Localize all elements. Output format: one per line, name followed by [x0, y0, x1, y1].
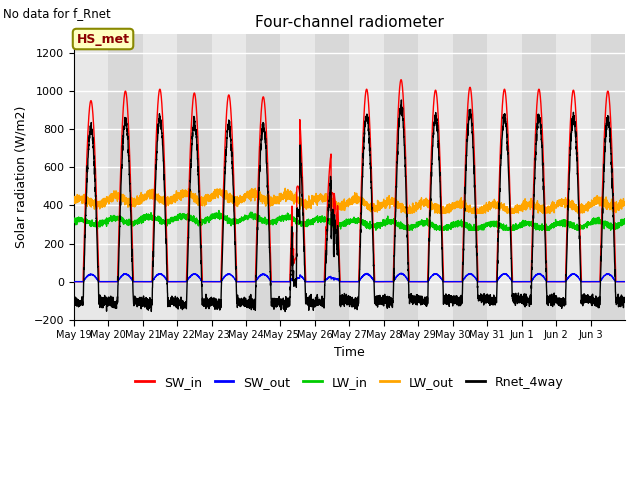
Rnet_4way — [400, 126, 408, 132]
Text: HS_met: HS_met — [77, 33, 129, 46]
Bar — [280, 34, 315, 320]
SW_out — [621, 279, 629, 285]
SW_in — [184, 219, 192, 225]
Bar — [74, 34, 108, 320]
LW_in — [542, 225, 550, 230]
Rnet_4way — [542, 269, 550, 275]
SW_in — [621, 279, 629, 285]
LW_out — [370, 201, 378, 206]
LW_out — [252, 185, 259, 191]
SW_in — [370, 249, 378, 255]
LW_out — [501, 207, 509, 213]
Bar — [556, 34, 591, 320]
SW_out — [500, 271, 508, 276]
Bar — [487, 34, 522, 320]
SW_out — [184, 276, 192, 282]
LW_in — [621, 219, 629, 225]
LW_in — [215, 208, 223, 214]
LW_in — [70, 219, 77, 225]
LW_in — [184, 215, 192, 220]
LW_out — [70, 197, 77, 203]
SW_in — [542, 245, 550, 251]
X-axis label: Time: Time — [334, 346, 365, 359]
Line: Rnet_4way: Rnet_4way — [74, 100, 625, 312]
LW_out — [542, 206, 550, 212]
Bar — [143, 34, 177, 320]
SW_in — [399, 98, 407, 104]
Bar — [349, 34, 384, 320]
LW_out — [621, 202, 629, 207]
Title: Four-channel radiometer: Four-channel radiometer — [255, 15, 444, 30]
SW_out — [397, 270, 404, 276]
Line: SW_out: SW_out — [74, 273, 625, 282]
Line: SW_in: SW_in — [74, 80, 625, 282]
SW_out — [542, 277, 550, 283]
LW_in — [528, 218, 536, 224]
LW_out — [404, 210, 412, 216]
SW_out — [399, 271, 407, 277]
SW_out — [70, 279, 77, 285]
Rnet_4way — [501, 111, 509, 117]
SW_in — [528, 253, 536, 259]
SW_in — [500, 86, 508, 92]
Rnet_4way — [397, 97, 405, 103]
SW_out — [370, 277, 378, 283]
SW_in — [397, 77, 405, 83]
Rnet_4way — [184, 245, 192, 251]
Legend: SW_in, SW_out, LW_in, LW_out, Rnet_4way: SW_in, SW_out, LW_in, LW_out, Rnet_4way — [131, 371, 568, 394]
LW_in — [372, 228, 380, 233]
Text: No data for f_Rnet: No data for f_Rnet — [3, 7, 111, 20]
Line: LW_out: LW_out — [74, 188, 625, 213]
Bar — [419, 34, 452, 320]
SW_in — [70, 279, 77, 285]
Bar — [212, 34, 246, 320]
Rnet_4way — [70, 300, 77, 306]
Rnet_4way — [282, 309, 289, 314]
Rnet_4way — [528, 264, 536, 270]
LW_out — [184, 192, 192, 197]
SW_out — [528, 278, 536, 284]
Y-axis label: Solar radiation (W/m2): Solar radiation (W/m2) — [15, 106, 28, 248]
LW_in — [400, 224, 408, 230]
Line: LW_in: LW_in — [74, 211, 625, 230]
LW_out — [528, 204, 536, 210]
Rnet_4way — [370, 275, 378, 281]
LW_in — [501, 224, 509, 229]
LW_in — [370, 221, 378, 227]
Rnet_4way — [621, 296, 629, 302]
LW_out — [399, 204, 407, 209]
